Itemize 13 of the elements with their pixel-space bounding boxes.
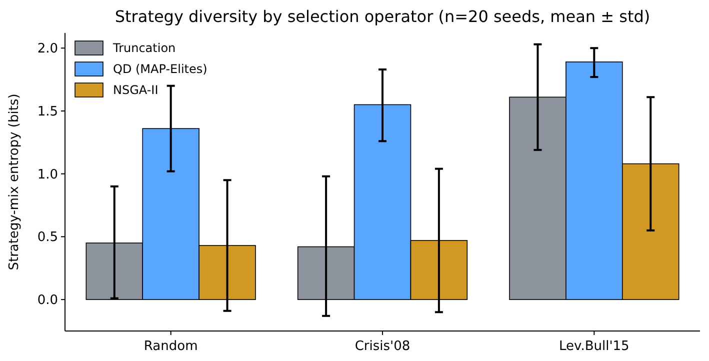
- x-tick-label: Crisis'08: [354, 339, 410, 354]
- x-tick-label: Lev.Bull'15: [559, 339, 630, 354]
- chart-title: Strategy diversity by selection operator (n=20 seeds, mean ± std): [114, 7, 650, 26]
- y-tick-label: 1.0: [37, 167, 58, 182]
- y-axis-title: Strategy-mix entropy (bits): [7, 94, 22, 270]
- y-tick-label: 0.0: [37, 293, 58, 308]
- y-tick-label: 2.0: [37, 42, 58, 57]
- legend-label: QD (MAP-Elites): [113, 62, 208, 76]
- y-tick-label: 1.5: [37, 104, 58, 120]
- y-tick-label: 0.5: [37, 230, 58, 246]
- legend-label: Truncation: [112, 41, 176, 56]
- x-tick-label: Random: [144, 339, 198, 354]
- legend-label: NSGA-II: [113, 83, 158, 98]
